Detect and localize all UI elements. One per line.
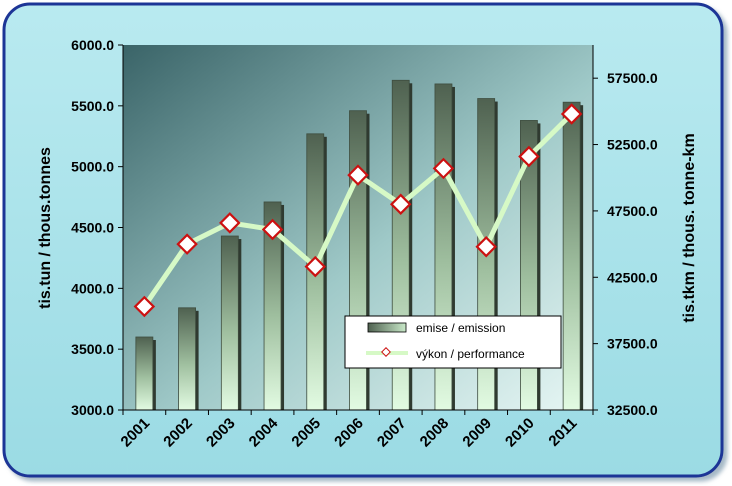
legend-label-emission: emise / emission — [416, 321, 505, 335]
performance-marker-2002 — [176, 233, 198, 255]
performance-marker-2007 — [389, 193, 412, 216]
legend-label-performance: výkon / performance — [416, 347, 525, 361]
left-tick-label: 6000.0 — [71, 37, 114, 53]
right-tick-label: 37500.0 — [607, 336, 658, 352]
performance-marker-2011 — [560, 103, 583, 125]
left-tick-label: 4500.0 — [71, 220, 114, 236]
performance-marker-2009 — [475, 235, 497, 258]
line-series-performance — [133, 103, 583, 318]
right-axis-ticks: 32500.0 37500.0 42500.0 47500.0 52500.0 57500… — [593, 70, 658, 418]
y-axis-title: tis.tun / thous.tonnes — [37, 147, 54, 309]
bar-2001 — [135, 336, 154, 411]
legend: emise / emission výkon / performance — [344, 315, 562, 369]
right-tick-label: 32500.0 — [607, 402, 658, 418]
left-tick-label: 3500.0 — [71, 341, 114, 357]
left-tick-label: 4000.0 — [71, 280, 114, 296]
left-tick-label: 5500.0 — [71, 98, 114, 114]
left-axis-ticks: 3000.0 3500.0 4000.0 4500.0 5000.0 5500.0 6000… — [71, 37, 123, 418]
performance-marker-2005 — [304, 255, 327, 278]
right-tick-label: 42500.0 — [607, 269, 658, 285]
legend-swatch-emission — [367, 322, 407, 333]
bar-2011 — [562, 101, 581, 411]
right-tick-label: 52500.0 — [607, 137, 658, 153]
performance-marker-2001 — [133, 295, 156, 318]
legend-swatch-performance-marker — [381, 347, 391, 357]
performance-marker-2003 — [219, 212, 241, 234]
bar-2003 — [220, 235, 239, 411]
performance-marker-2004 — [261, 218, 284, 241]
right-tick-label: 47500.0 — [607, 203, 658, 219]
y2-axis-title: tis.tkm / thous. tonne-km — [681, 133, 698, 322]
bar-2002 — [178, 307, 196, 411]
performance-marker-2006 — [347, 164, 369, 186]
performance-marker-2010 — [518, 145, 540, 168]
performance-marker-2008 — [432, 157, 455, 180]
left-tick-label: 3000.0 — [71, 402, 114, 418]
left-tick-label: 5000.0 — [71, 159, 114, 175]
right-tick-label: 57500.0 — [607, 70, 658, 86]
